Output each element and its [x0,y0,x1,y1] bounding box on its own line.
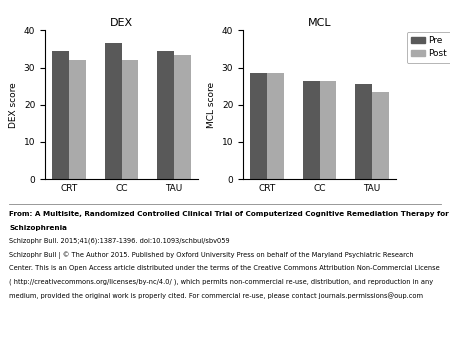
Bar [52,51,69,179]
Title: DEX: DEX [110,18,133,28]
Bar [174,54,191,179]
Bar [250,73,267,179]
Text: Schizophrenia: Schizophrenia [9,225,67,231]
Bar [320,81,336,179]
Y-axis label: MCL score: MCL score [207,82,216,128]
Bar [158,51,174,179]
Bar [372,92,389,179]
Bar [356,84,372,179]
Text: Schizophr Bull. 2015;41(6):1387-1396. doi:10.1093/schbul/sbv059: Schizophr Bull. 2015;41(6):1387-1396. do… [9,237,230,244]
Text: ( http://creativecommons.org/licenses/by-nc/4.0/ ), which permits non-commercial: ( http://creativecommons.org/licenses/by… [9,279,433,285]
Bar [303,81,320,179]
Text: medium, provided the original work is properly cited. For commercial re-use, ple: medium, provided the original work is pr… [9,292,423,299]
Text: Center. This is an Open Access article distributed under the terms of the Creati: Center. This is an Open Access article d… [9,265,440,271]
Bar [267,73,284,179]
Title: MCL: MCL [308,18,331,28]
Bar [105,43,122,179]
Text: Schizophr Bull | © The Author 2015. Published by Oxford University Press on beha: Schizophr Bull | © The Author 2015. Publ… [9,251,414,259]
Y-axis label: DEX score: DEX score [9,82,18,128]
Text: From: A Multisite, Randomized Controlled Clinical Trial of Computerized Cognitiv: From: A Multisite, Randomized Controlled… [9,211,449,217]
Legend: Pre, Post: Pre, Post [407,32,450,63]
Bar [69,60,86,179]
Bar [122,60,138,179]
